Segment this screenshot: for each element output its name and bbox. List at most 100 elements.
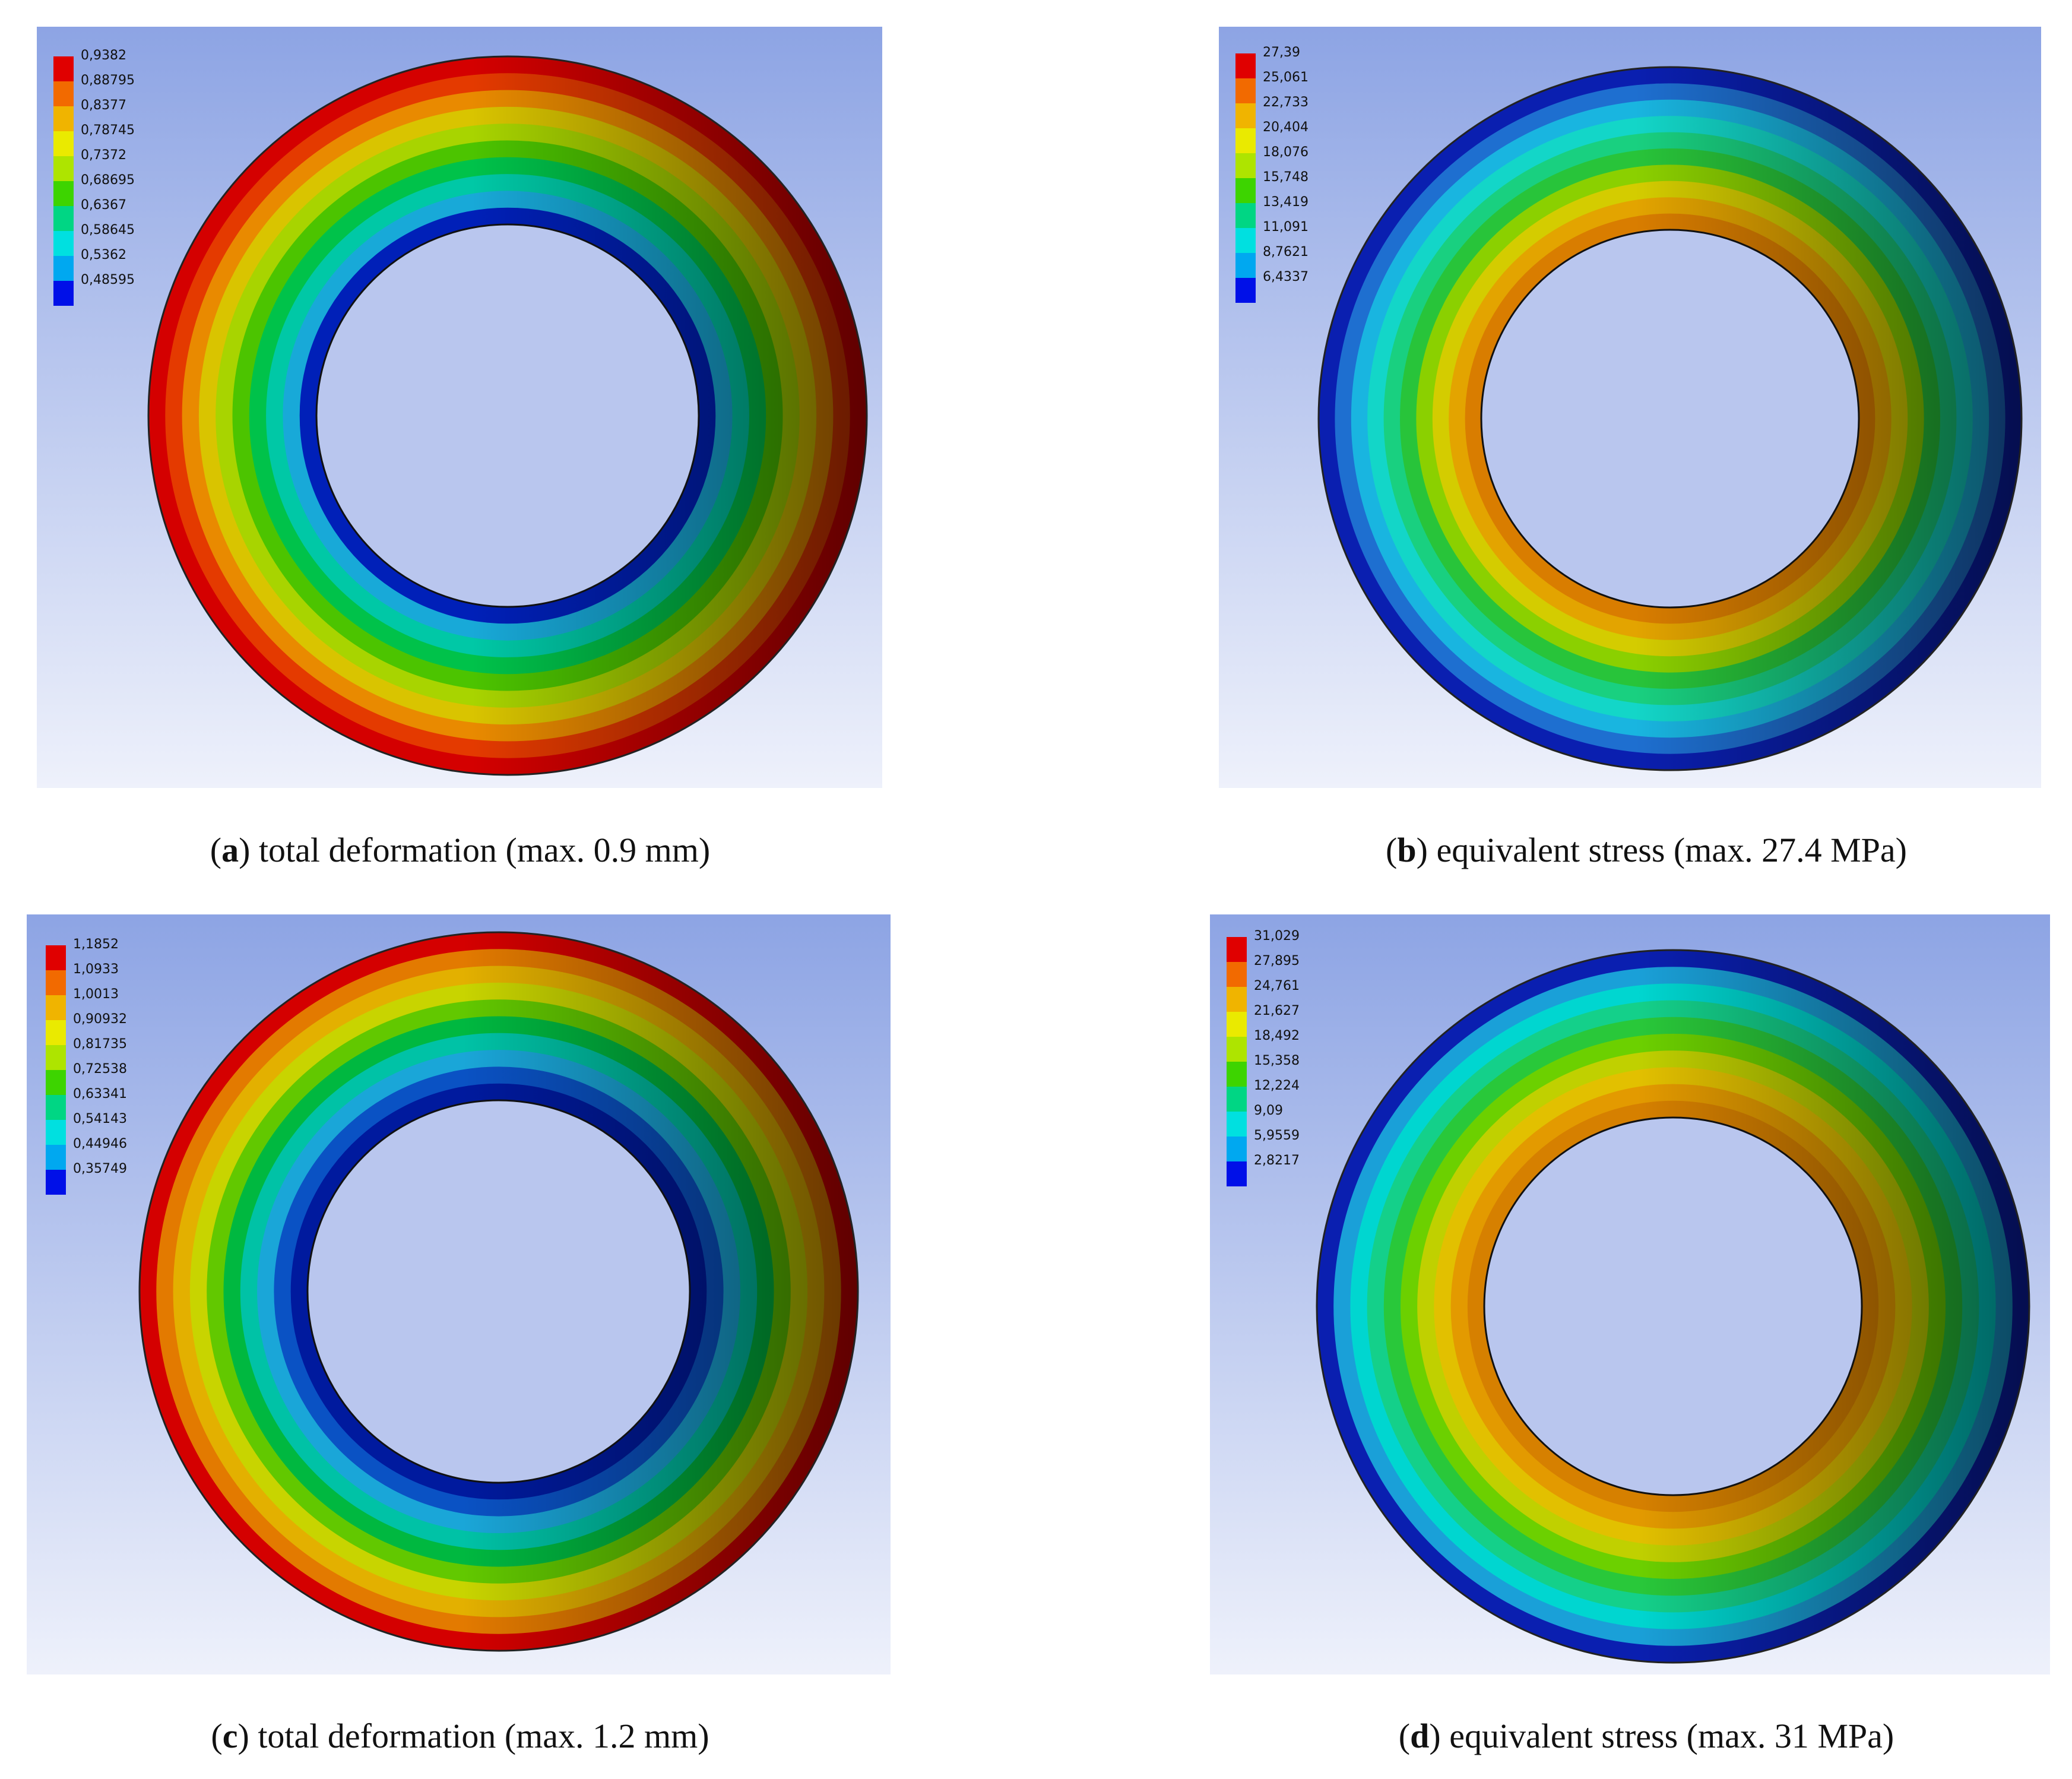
legend-value: 0,9382 <box>81 48 126 63</box>
ring-contour-plot <box>1316 949 2030 1664</box>
caption-b: (b) equivalent stress (max. 27.4 MPa) <box>1386 831 1907 869</box>
legend-swatch <box>46 1095 66 1120</box>
caption-text: total deformation (max. 0.9 mm) <box>258 831 711 869</box>
legend-value: 12,224 <box>1254 1078 1300 1093</box>
legend-value: 0,78745 <box>81 123 135 138</box>
legend-value: 0,7372 <box>81 148 126 163</box>
panel-c: 1,1852 1,0933 1,0013 0,90932 0,81735 0,72538 0… <box>27 914 891 1674</box>
legend-swatch <box>1235 178 1256 203</box>
legend-value: 1,0013 <box>73 987 119 1002</box>
inner-hole <box>306 1099 691 1484</box>
panel-a: 0,9382 0,88795 0,8377 0,78745 0,7372 0,68695 0… <box>37 27 882 788</box>
legend-value: 21,627 <box>1254 1004 1300 1018</box>
legend-value: 0,44946 <box>73 1137 127 1151</box>
panel-d: 31,029 27,895 24,761 21,627 18,492 15,358 12,2… <box>1210 914 2050 1674</box>
legend-value: 0,8377 <box>81 98 126 113</box>
legend-swatch <box>1235 228 1256 253</box>
legend-swatch <box>53 281 74 306</box>
legend-swatch <box>46 970 66 995</box>
caption-d: (d) equivalent stress (max. 31 MPa) <box>1398 1717 1894 1755</box>
legend-swatch <box>1235 128 1256 153</box>
legend-value: 24,761 <box>1254 979 1300 993</box>
caption-text: equivalent stress (max. 31 MPa) <box>1449 1717 1894 1755</box>
legend-value: 0,68695 <box>81 173 135 188</box>
legend-swatch <box>53 56 74 81</box>
inner-hole <box>1480 229 1860 609</box>
outer-edge <box>1317 66 2023 771</box>
legend-value: 15,358 <box>1254 1053 1300 1068</box>
legend-value: 0,48595 <box>81 273 135 287</box>
legend-swatch <box>53 156 74 181</box>
legend-swatch <box>53 106 74 131</box>
legend-swatch <box>46 1045 66 1070</box>
legend-value: 27,39 <box>1263 45 1300 60</box>
legend-value: 15,748 <box>1263 170 1309 185</box>
legend-swatch <box>46 1170 66 1195</box>
outer-edge <box>1316 949 2030 1664</box>
legend-value: 22,733 <box>1263 95 1309 110</box>
legend-swatch <box>53 206 74 231</box>
legend-value: 0,90932 <box>73 1012 127 1027</box>
caption-a: (a) total deformation (max. 0.9 mm) <box>210 831 711 869</box>
legend-swatch <box>53 181 74 206</box>
legend-swatch <box>1227 962 1247 987</box>
legend-value: 1,0933 <box>73 962 119 977</box>
legend-swatch <box>1227 1062 1247 1087</box>
legend-value: 0,6367 <box>81 198 126 213</box>
legend-value: 0,81735 <box>73 1037 127 1052</box>
legend-value: 20,404 <box>1263 120 1309 135</box>
ring-contour-plot <box>138 931 859 1652</box>
legend-value: 18,076 <box>1263 145 1309 160</box>
legend-swatch <box>1235 78 1256 103</box>
legend-value: 1,1852 <box>73 937 119 952</box>
legend-value: 31,029 <box>1254 929 1300 944</box>
caption-text: total deformation (max. 1.2 mm) <box>258 1717 709 1755</box>
legend-swatch <box>46 1145 66 1170</box>
caption-c: (c) total deformation (max. 1.2 mm) <box>211 1717 709 1755</box>
caption-letter: c <box>222 1717 238 1755</box>
legend-swatch <box>46 1020 66 1045</box>
legend-value: 9,09 <box>1254 1103 1283 1118</box>
legend-swatch <box>1227 1012 1247 1037</box>
legend-value: 27,895 <box>1254 954 1300 968</box>
legend-value: 0,54143 <box>73 1112 127 1126</box>
legend-swatch <box>53 231 74 256</box>
inner-hole <box>315 223 700 608</box>
legend-swatch <box>1227 1137 1247 1161</box>
legend-value: 0,5362 <box>81 248 126 262</box>
legend-value: 0,88795 <box>81 73 135 88</box>
legend-swatch <box>46 1070 66 1095</box>
ring-contour-plot <box>147 55 868 776</box>
legend-value: 25,061 <box>1263 70 1309 85</box>
legend-swatch <box>1227 987 1247 1012</box>
caption-letter: b <box>1397 831 1417 869</box>
legend-swatch <box>46 1120 66 1145</box>
legend-swatch <box>1235 153 1256 178</box>
legend-value: 0,72538 <box>73 1062 127 1077</box>
legend-value: 13,419 <box>1263 195 1309 210</box>
legend-swatch <box>53 256 74 281</box>
legend-value: 18,492 <box>1254 1028 1300 1043</box>
legend-swatch <box>53 131 74 156</box>
legend-swatch <box>1235 53 1256 78</box>
outer-edge <box>147 55 868 776</box>
legend-value: 11,091 <box>1263 220 1309 235</box>
legend-swatch <box>1235 103 1256 128</box>
legend-value: 0,58645 <box>81 223 135 238</box>
legend-value: 0,63341 <box>73 1087 127 1101</box>
legend-swatch <box>1227 1112 1247 1137</box>
outer-edge <box>138 931 859 1652</box>
legend-swatch <box>46 945 66 970</box>
legend-swatch <box>1227 1087 1247 1112</box>
legend-swatch <box>46 995 66 1020</box>
legend-swatch <box>1227 1037 1247 1062</box>
caption-letter: a <box>221 831 239 869</box>
legend-swatch <box>1227 1161 1247 1186</box>
legend-swatch <box>1235 203 1256 228</box>
caption-text: equivalent stress (max. 27.4 MPa) <box>1436 831 1907 869</box>
legend-swatch <box>1235 253 1256 278</box>
panel-b: 27,39 25,061 22,733 20,404 18,076 15,748 13,41… <box>1219 27 2041 788</box>
caption-letter: d <box>1410 1717 1430 1755</box>
legend-value: 2,8217 <box>1254 1153 1300 1168</box>
legend-swatch <box>1227 937 1247 962</box>
